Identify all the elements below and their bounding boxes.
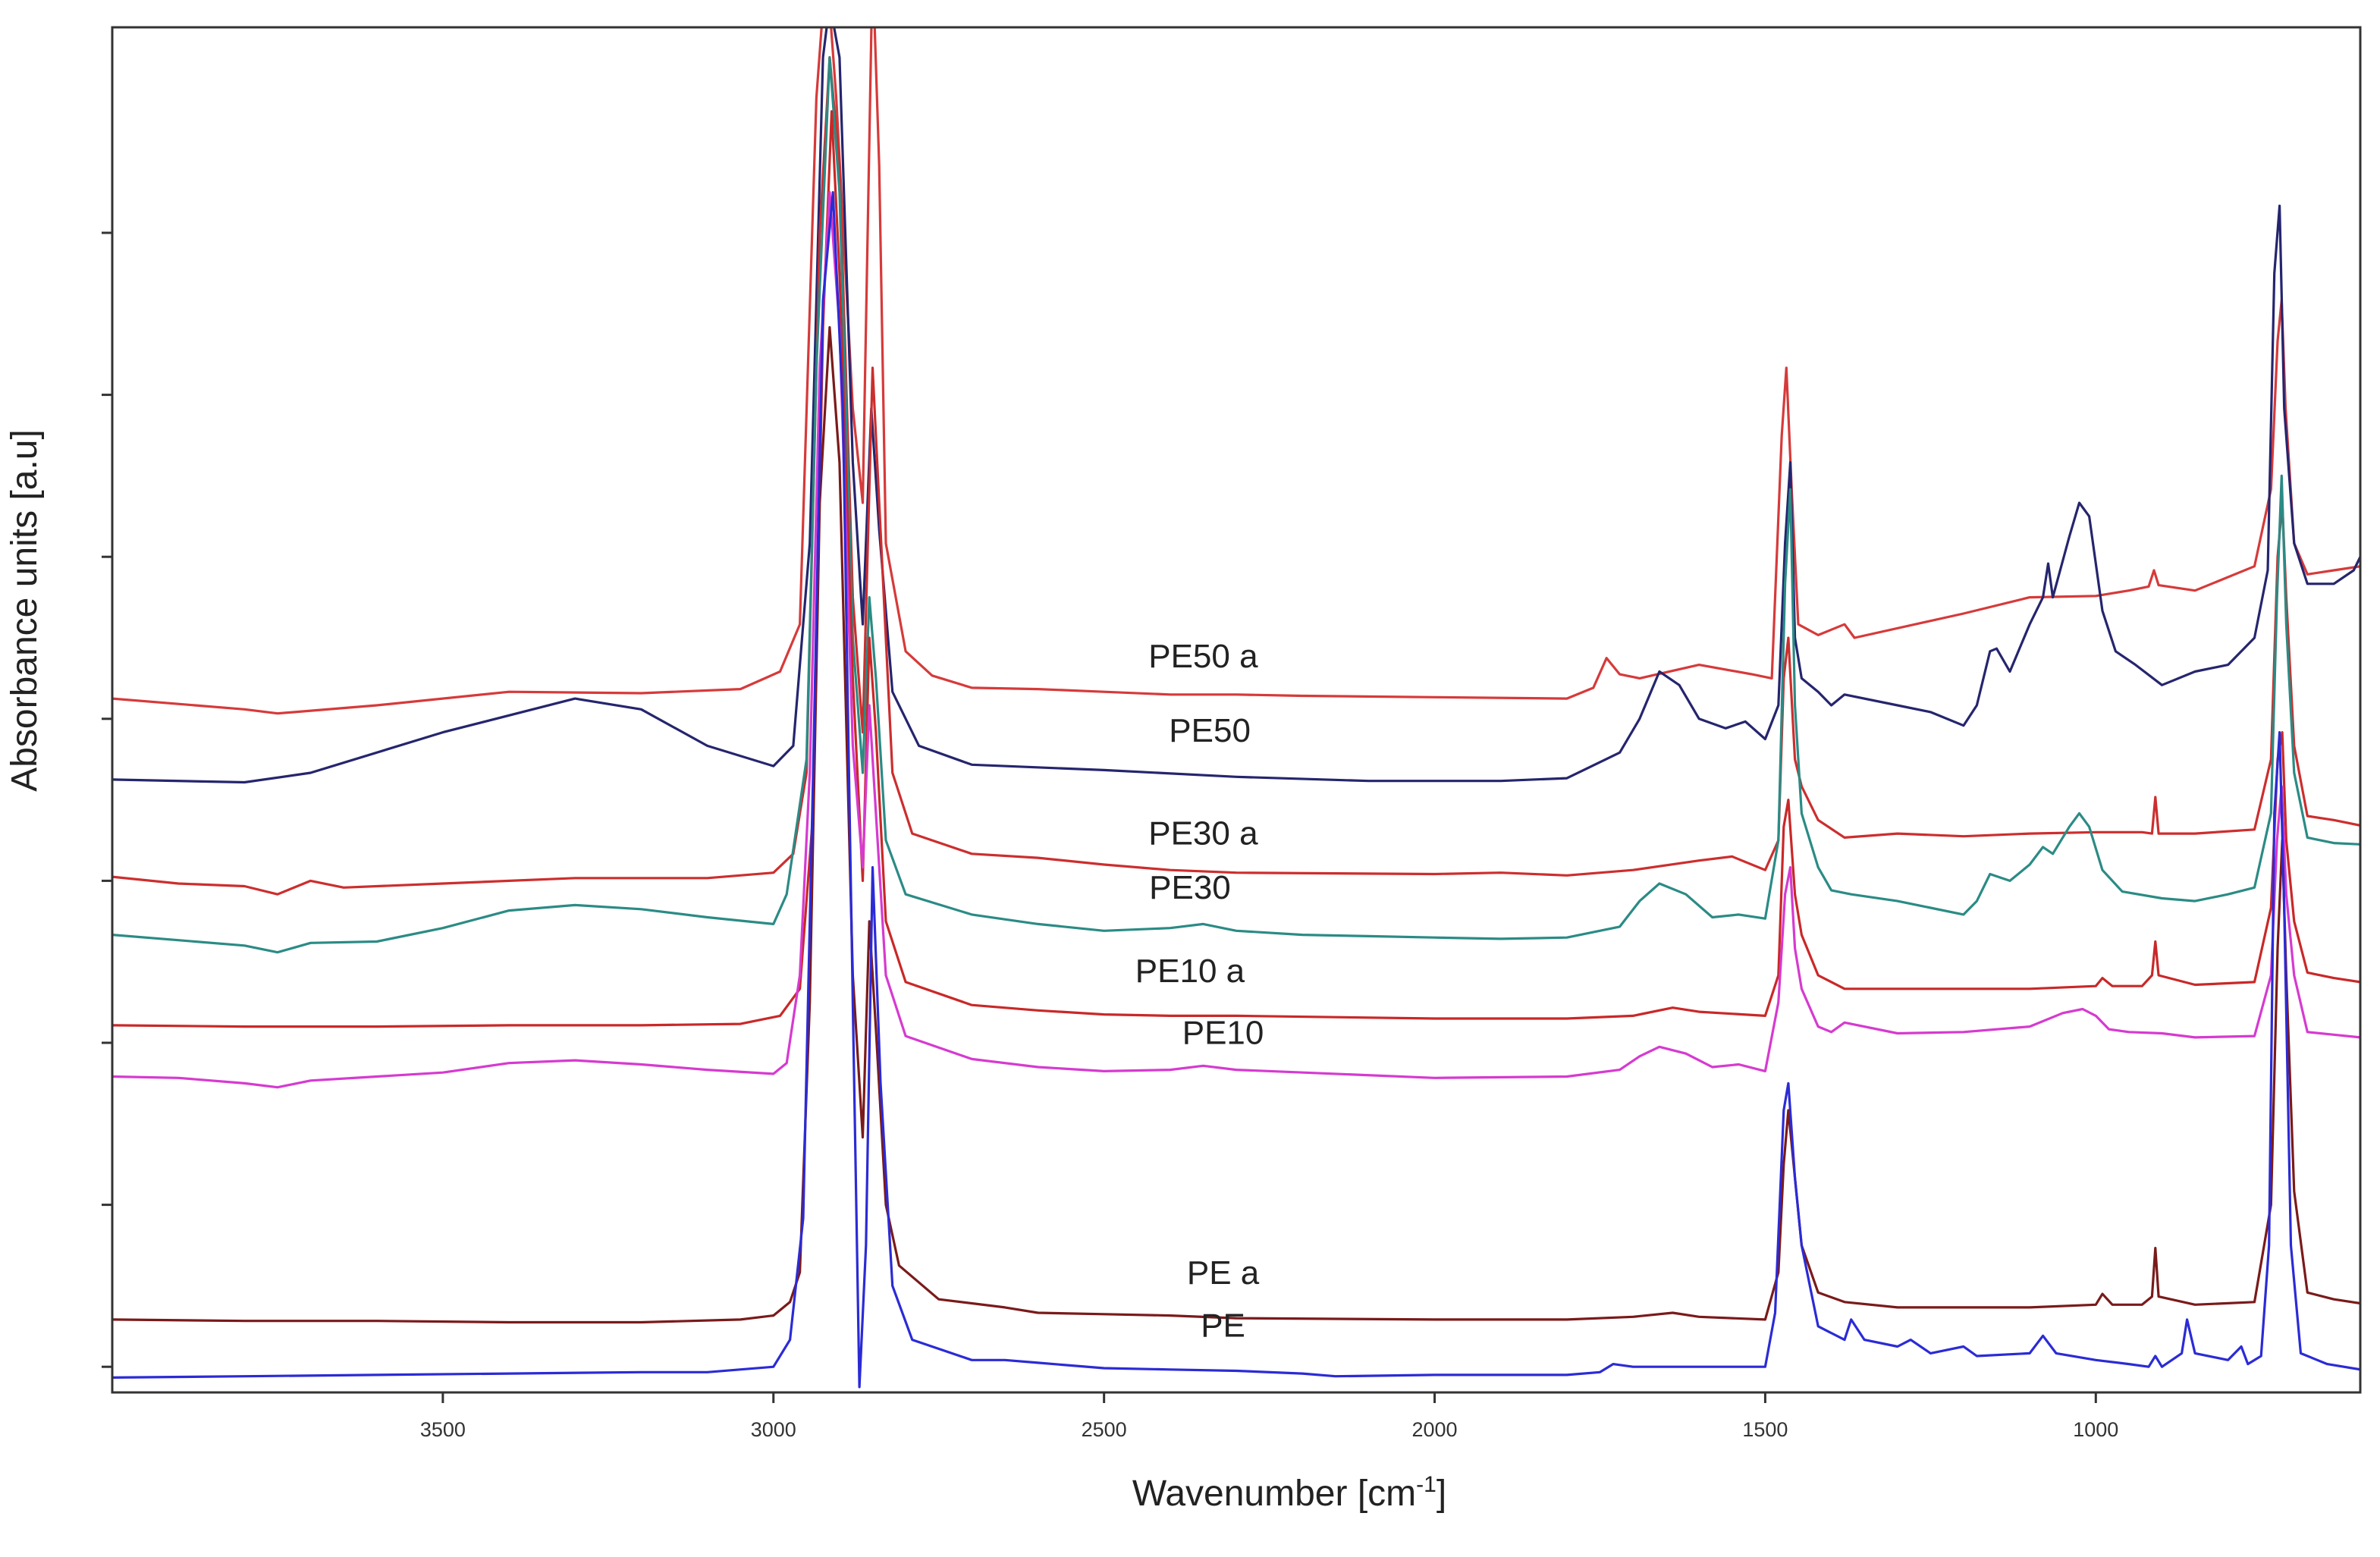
series-label-pe50: PE50 bbox=[1169, 712, 1251, 749]
series-line-pe bbox=[112, 191, 2360, 1389]
series-line-pe30-a bbox=[112, 56, 2360, 896]
series-label-pe-a: PE a bbox=[1187, 1254, 1260, 1292]
plot-frame bbox=[111, 26, 2362, 1394]
x-tick-label-2500: 2500 bbox=[1082, 1418, 1127, 1441]
series-label-pe10-a: PE10 a bbox=[1135, 953, 1245, 990]
series-line-pe10-a bbox=[112, 110, 2360, 1028]
series-label-pe50-a: PE50 a bbox=[1148, 638, 1258, 675]
y-axis bbox=[102, 231, 112, 1368]
x-axis-title: Wavenumber [cm-1] bbox=[1132, 1472, 1446, 1514]
x-tick-label-1000: 1000 bbox=[2073, 1418, 2118, 1441]
series-line-pe10 bbox=[112, 191, 2360, 1089]
series-line-pe-a bbox=[112, 326, 2360, 1324]
series-label-pe30-a: PE30 a bbox=[1148, 815, 1258, 852]
x-tick-label-3500: 3500 bbox=[420, 1418, 466, 1441]
series-layer bbox=[112, 27, 2360, 1389]
series-line-pe30 bbox=[112, 56, 2360, 954]
x-axis: 3500 3000 2500 2000 1500 1000 bbox=[420, 1392, 2118, 1441]
series-label-pe10: PE10 bbox=[1182, 1014, 1264, 1051]
series-label-pe: PE bbox=[1201, 1307, 1245, 1345]
series-line-pe50 bbox=[112, 27, 2360, 784]
x-tick-label-1500: 1500 bbox=[1742, 1418, 1788, 1441]
series-line-pe50-a bbox=[112, 27, 2360, 715]
series-label-pe30: PE30 bbox=[1149, 869, 1231, 906]
y-axis-title: Absorbance units [a.u] bbox=[5, 429, 45, 792]
x-tick-label-2000: 2000 bbox=[1411, 1418, 1457, 1441]
series-label-layer: PE50 a PE50 PE30 a PE30 PE10 a PE10 PE a PE bbox=[1135, 638, 1264, 1345]
x-tick-label-3000: 3000 bbox=[751, 1418, 796, 1441]
